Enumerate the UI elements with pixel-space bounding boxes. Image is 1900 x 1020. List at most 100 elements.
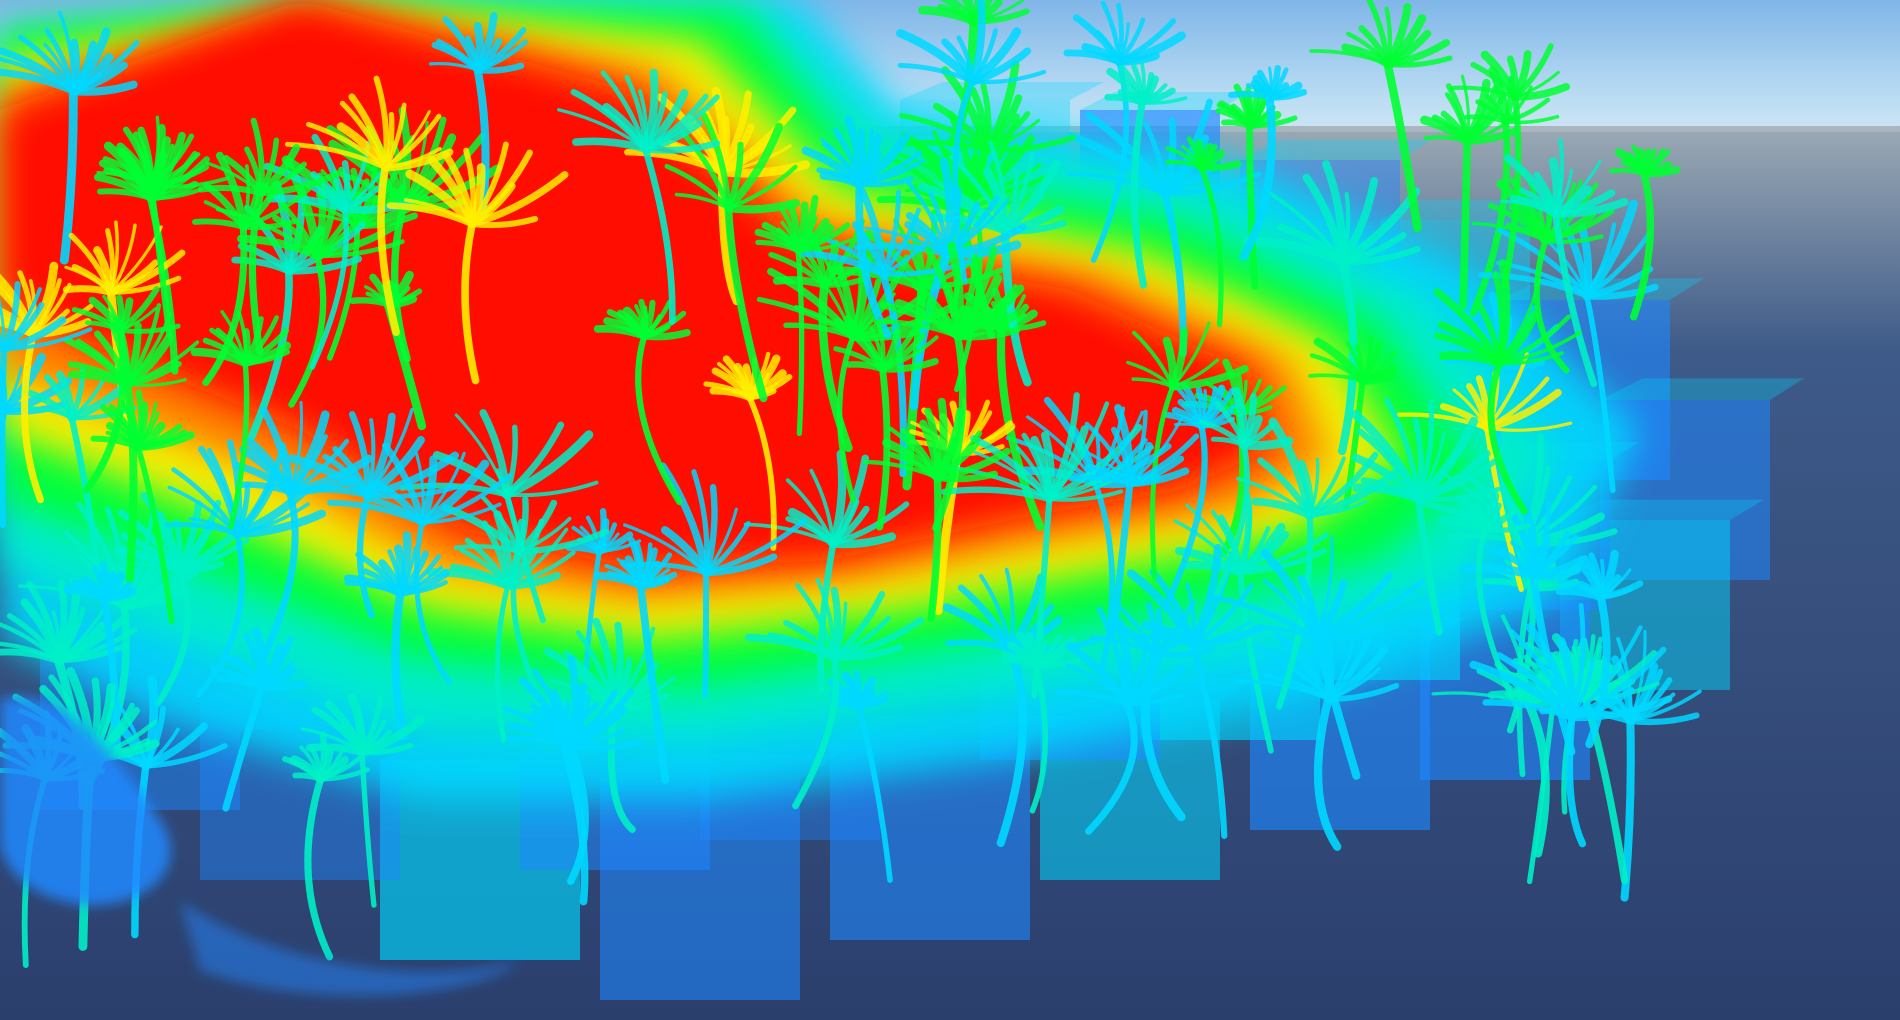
plant [664,112,801,403]
plant-stem [1469,118,1511,317]
plant [744,577,925,810]
plant-stem [1383,60,1422,233]
plant-leaf [1415,400,1435,502]
plant [896,0,1047,284]
plant-leaf [1495,258,1511,368]
plant-stem [326,222,361,361]
plant-leaf [1497,351,1564,366]
plant [386,141,569,385]
plant-stem [876,365,891,531]
plant-leaf [642,140,721,154]
plant-leaf [382,102,407,171]
plant-leaf [1569,602,1586,721]
plant-leaf [853,242,951,258]
plant [327,442,512,685]
plant-leaf [1065,642,1131,708]
plant [1351,397,1503,636]
plant-stem [746,394,777,551]
plant-stem [135,444,175,624]
plant-leaf [1553,138,1565,216]
plant [502,655,644,885]
plant-leaf [1358,370,1397,385]
plant-leaf [1,327,93,352]
plant-leaf [664,163,731,211]
plant [1053,606,1187,835]
plant-leaf [1543,234,1604,245]
plant-stem [510,548,547,711]
plant-leaf [240,186,312,230]
shadow-blob [0,696,171,906]
plant-stem [377,163,400,337]
plant-leaf [468,171,569,228]
plant [754,194,853,437]
plant-leaf [474,62,525,74]
plant-leaf [125,378,187,387]
plant-stem [196,531,245,698]
plant-leaf [1124,691,1186,706]
plant-stem [1476,526,1520,710]
plant [1609,144,1681,321]
plant-leaf [1460,563,1538,580]
plant-leaf [149,176,230,189]
plant-leaf [701,112,732,212]
plant-stem [1198,164,1224,328]
plant-leaf [1140,96,1188,105]
plant-leaf [69,80,138,96]
bounding-box-face [900,82,1104,100]
plant-stem [148,182,173,338]
plant-leaf [1308,499,1368,518]
plant-stem [1487,359,1528,515]
plant-leaf [504,480,599,498]
bounding-box-face [1240,139,1432,160]
plant-stem [582,548,602,705]
plant-leaf [897,140,990,153]
plant-stem [1313,694,1342,851]
plant-leaf [1385,55,1453,68]
plant-stem [927,474,942,623]
plant-stem [1092,480,1116,670]
plant-stem [996,645,1028,848]
plant-leaf [420,502,502,525]
plant-leaf [953,325,1021,341]
plant-stem [642,145,676,325]
plant-leaf [1274,631,1332,703]
plant [96,115,230,338]
plant-stem [154,567,191,707]
plant-leaf [785,478,836,546]
plant-stem [1629,169,1655,321]
plant-leaf [1197,160,1242,172]
plant-leaf [1415,458,1498,502]
plant-leaf [1503,114,1560,125]
plant-leaf [821,276,866,288]
plant [593,536,678,784]
plant [287,407,460,619]
plant [282,731,370,961]
plant-leaf [1206,593,1320,642]
plant-leaf [1463,127,1519,145]
plant-leaf [1482,523,1531,534]
plant-stem [1239,93,1276,261]
plant-leaf [0,280,21,353]
plant-stem [1312,634,1361,780]
plant-leaf [1583,283,1659,300]
plant [192,151,312,387]
plant-stem [818,280,853,453]
plant-leaf [829,532,897,549]
plant-stem [932,332,967,532]
plant-leaf [1266,88,1308,101]
plant [1215,80,1298,290]
plant [284,75,454,337]
plant-leaf [856,176,914,188]
plant [703,351,793,551]
plant-leaf [1114,404,1134,488]
plant-leaf [831,643,904,662]
plant [428,12,529,220]
plant-stem [21,330,45,504]
plant-stem [795,247,805,437]
plant-leaf [1415,486,1503,503]
plant-leaf [998,320,1047,332]
ground-shadow [0,696,520,996]
plant [64,303,200,583]
